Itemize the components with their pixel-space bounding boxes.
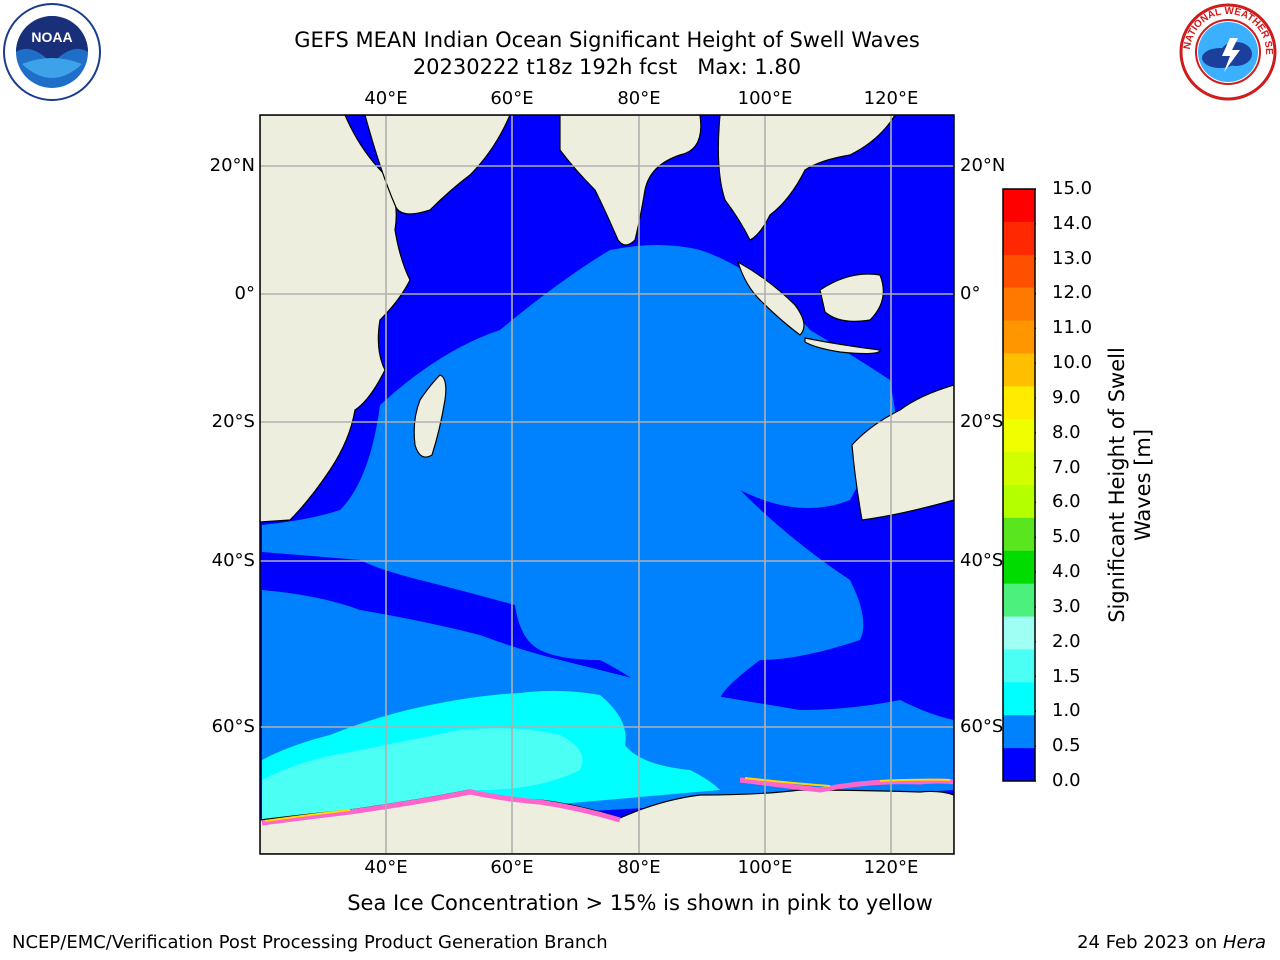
colorbar-tick-label: 9.0: [1052, 386, 1081, 408]
lat-tick-right: 20°N: [960, 155, 1006, 176]
date-stamp: 24 Feb 2023 on Hera: [1077, 932, 1266, 953]
colorbar-segment: [1003, 320, 1035, 354]
colorbar-segment: [1003, 287, 1035, 322]
colorbar-tick-label: 5.0: [1052, 526, 1081, 548]
lat-tick-left: 40°S: [211, 550, 255, 571]
colorbar-tick-label: 1.0: [1052, 700, 1081, 722]
colorbar-segment: [1003, 550, 1035, 585]
lon-tick-bottom: 120°E: [863, 857, 919, 878]
india-land: [559, 115, 702, 246]
lon-tick-bottom: 60°E: [490, 857, 534, 878]
australia-land: [851, 384, 954, 521]
ocean-swell-1.5-2.0: [262, 728, 583, 830]
colorbar-segment: [1003, 353, 1035, 387]
lon-tick-bottom: 40°E: [364, 857, 408, 878]
colorbar-ticks: [1035, 188, 1036, 782]
colorbar-tick-label: 2.0: [1052, 630, 1081, 652]
colorbar-tick-label: 12.0: [1052, 282, 1093, 304]
lat-tick-right: 0°: [960, 283, 981, 304]
lon-tick-top: 120°E: [863, 88, 919, 109]
lat-tick-left: 20°S: [211, 411, 255, 432]
lon-tick-bottom: 100°E: [737, 857, 793, 878]
graticule: [260, 115, 954, 854]
lon-tick-top: 40°E: [364, 88, 408, 109]
lat-tick-right: 40°S: [960, 550, 1004, 571]
colorbar-segment: [1003, 419, 1035, 453]
colorbar-segment: [1003, 221, 1035, 256]
colorbar-frame: [1002, 188, 1036, 782]
java-land: [804, 337, 881, 355]
colorbar: [1002, 188, 1036, 782]
lat-tick-left: 0°: [234, 283, 255, 304]
indochina-land: [717, 115, 896, 241]
lat-tick-left: 60°S: [211, 716, 255, 737]
arabia-land: [364, 115, 511, 215]
sea-ice-caption: Sea Ice Concentration > 15% is shown in …: [347, 891, 933, 915]
lon-tick-bottom: 80°E: [617, 857, 661, 878]
colorbar-segment: [1003, 682, 1035, 716]
colorbar-tick-label: 7.0: [1052, 456, 1081, 478]
colorbar-tick-label: 13.0: [1052, 247, 1093, 269]
colorbar-tick-label: 3.0: [1052, 595, 1081, 617]
colorbar-segment: [1003, 583, 1035, 618]
madagascar-land: [413, 374, 447, 458]
colorbar-tick-label: 6.0: [1052, 491, 1081, 513]
map-frame: [259, 114, 955, 855]
colorbar-segment: [1003, 517, 1035, 552]
sea-ice-edge-east: [739, 777, 954, 793]
colorbar-segment: [1003, 748, 1035, 782]
colorbar-segment: [1003, 254, 1035, 289]
colorbar-tick-label: 8.0: [1052, 421, 1081, 443]
colorbar-segment: [1003, 386, 1035, 420]
noaa-logo-text: NOAA: [31, 29, 72, 45]
colorbar-tick-label: 10.0: [1052, 352, 1093, 374]
colorbar-tick-label: 14.0: [1052, 212, 1093, 234]
colorbar-tick-label: 11.0: [1052, 317, 1093, 339]
colorbar-label: Significant Height of Swell Waves [m]: [1105, 347, 1155, 623]
lat-tick-left: 20°N: [209, 155, 255, 176]
date-text: 24 Feb 2023 on: [1077, 932, 1223, 953]
borneo-land: [819, 273, 884, 322]
ocean-swell-0.5-1.0: [262, 245, 900, 700]
colorbar-segment: [1003, 649, 1035, 683]
colorbar-segments: [1003, 189, 1035, 782]
colorbar-tick-label: 15.0: [1052, 178, 1093, 199]
land: [260, 115, 954, 854]
colorbar-segment: [1003, 616, 1035, 650]
colorbar-tick-label: 4.0: [1052, 561, 1081, 583]
colorbar-tick-label: 1.5: [1052, 665, 1081, 687]
colorbar-segment: [1003, 485, 1035, 519]
lat-tick-right: 20°S: [960, 411, 1004, 432]
sumatra-land: [736, 260, 805, 336]
lat-tick-right: 60°S: [960, 716, 1004, 737]
colorbar-segment: [1003, 189, 1035, 223]
lon-tick-top: 100°E: [737, 88, 793, 109]
system-name: Hera: [1222, 932, 1266, 953]
nws-logo: NATIONAL WEATHER SERVICE: [1178, 2, 1277, 101]
sea-ice-core: [264, 777, 951, 822]
colorbar-segment: [1003, 715, 1035, 749]
credit-text: NCEP/EMC/Verification Post Processing Pr…: [12, 932, 608, 953]
sea-ice-edge: [261, 789, 621, 826]
page-title: GEFS MEAN Indian Ocean Significant Heigh…: [294, 28, 920, 52]
forecast-subtitle: 20230222 t18z 192h fcst Max: 1.80: [412, 55, 802, 79]
lon-tick-top: 80°E: [617, 88, 661, 109]
colorbar-segment: [1003, 452, 1035, 486]
noaa-logo: NOAA: [3, 3, 101, 101]
colorbar-tick-label: 0.0: [1052, 770, 1081, 791]
colorbar-tick-label: 0.5: [1052, 735, 1081, 757]
lon-tick-top: 60°E: [490, 88, 534, 109]
